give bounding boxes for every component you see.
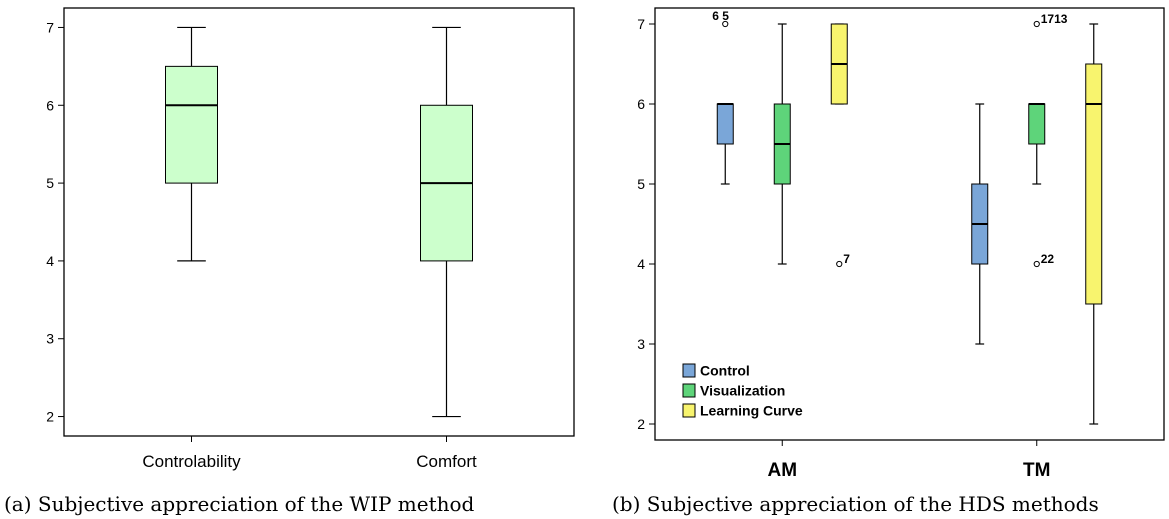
x-tick-label-b-am: AM — [767, 460, 797, 481]
caption-b: (b) Subjective appreciation of the HDS m… — [612, 492, 1099, 516]
y-tick-label-a-4: 4 — [46, 253, 54, 269]
y-tick-label-b-7: 7 — [637, 16, 645, 32]
y-tick-label-a-6: 6 — [46, 97, 54, 113]
chart-hds-methods: 2 3 4 5 6 7 AM TM 6 5 1713 22 7 Control Visualization… — [637, 7, 1165, 481]
y-tick-label-b-4: 4 — [637, 256, 645, 272]
box-b-visualization-tm-outlier-label-0: 1713 — [1041, 12, 1068, 26]
legend-label-learning-curve: Learning Curve — [700, 403, 803, 419]
y-tick-label-b-2: 2 — [637, 416, 645, 432]
box-b-control-am-outlier-0 — [722, 20, 729, 28]
plot-frame-a — [63, 7, 575, 437]
legend-swatch-visualization — [682, 383, 696, 398]
box-b-visualization-tm-outlier-1 — [1033, 260, 1040, 268]
box-b-visualization-tm-box — [1028, 103, 1046, 145]
box-b-visualization-tm-outlier-label-1: 22 — [1041, 252, 1055, 266]
y-tick-label-b-6: 6 — [637, 96, 645, 112]
legend-swatch-learning-curve — [682, 403, 696, 418]
box-b-visualization-tm-outlier-0 — [1033, 20, 1040, 28]
y-tick-label-a-5: 5 — [46, 175, 54, 191]
legend-label-visualization: Visualization — [700, 383, 785, 399]
box-b-learning-curve-am-outlier-label-0: 7 — [843, 252, 850, 266]
x-tick-label-a-controlability: Controlability — [142, 452, 241, 471]
box-b-control-am-box — [716, 103, 734, 145]
legend-label-control: Control — [700, 363, 750, 379]
box-b-learning-curve-tm-box — [1085, 63, 1103, 305]
x-tick-label-b-tm: TM — [1023, 460, 1050, 481]
y-tick-label-b-5: 5 — [637, 176, 645, 192]
y-tick-label-a-3: 3 — [46, 331, 54, 347]
caption-a: (a) Subjective appreciation of the WIP m… — [4, 492, 475, 516]
chart-wip-method: 2 3 4 5 6 7 Controlability Comfort — [46, 7, 575, 471]
plot-frame-b — [654, 7, 1165, 441]
y-tick-label-a-2: 2 — [46, 409, 54, 425]
box-b-control-am-outlier-label-0: 6 5 — [712, 9, 729, 23]
y-tick-label-a-7: 7 — [46, 19, 54, 35]
box-b-learning-curve-am-outlier-0 — [836, 260, 843, 268]
legend-swatch-control — [682, 363, 696, 378]
box-a-controlability-box — [165, 65, 218, 184]
y-tick-label-b-3: 3 — [637, 336, 645, 352]
x-tick-label-a-comfort: Comfort — [416, 452, 477, 471]
legend: Control Visualization Learning Curve — [682, 363, 803, 419]
